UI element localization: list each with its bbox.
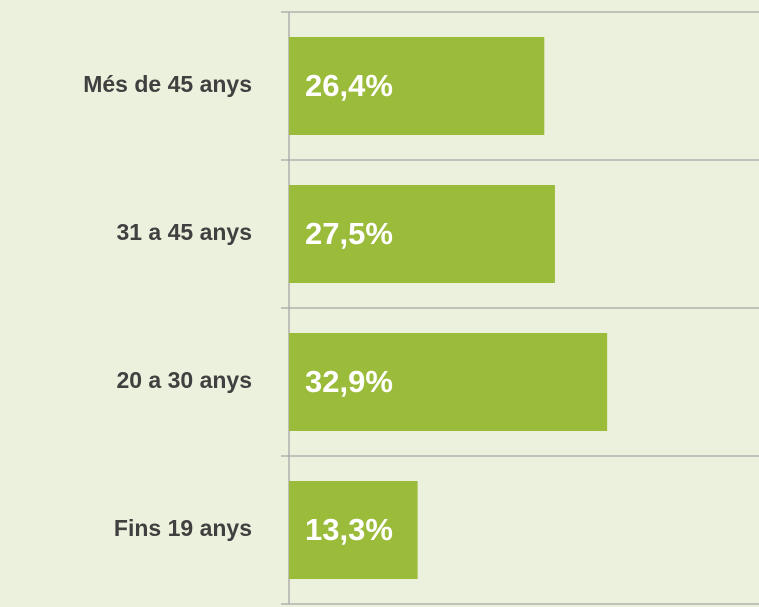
bar (289, 333, 608, 431)
y-tick-label: 20 a 30 anys (116, 367, 252, 393)
bar (289, 481, 418, 579)
bar (289, 37, 545, 135)
y-tick-label: 31 a 45 anys (116, 219, 252, 245)
bar (289, 185, 555, 283)
value-label: 13,3% (305, 512, 393, 547)
value-label: 27,5% (305, 216, 393, 251)
y-tick-label: Fins 19 anys (114, 515, 252, 541)
y-tick-label: Més de 45 anys (83, 71, 252, 97)
value-label: 26,4% (305, 68, 393, 103)
value-label: 32,9% (305, 364, 393, 399)
